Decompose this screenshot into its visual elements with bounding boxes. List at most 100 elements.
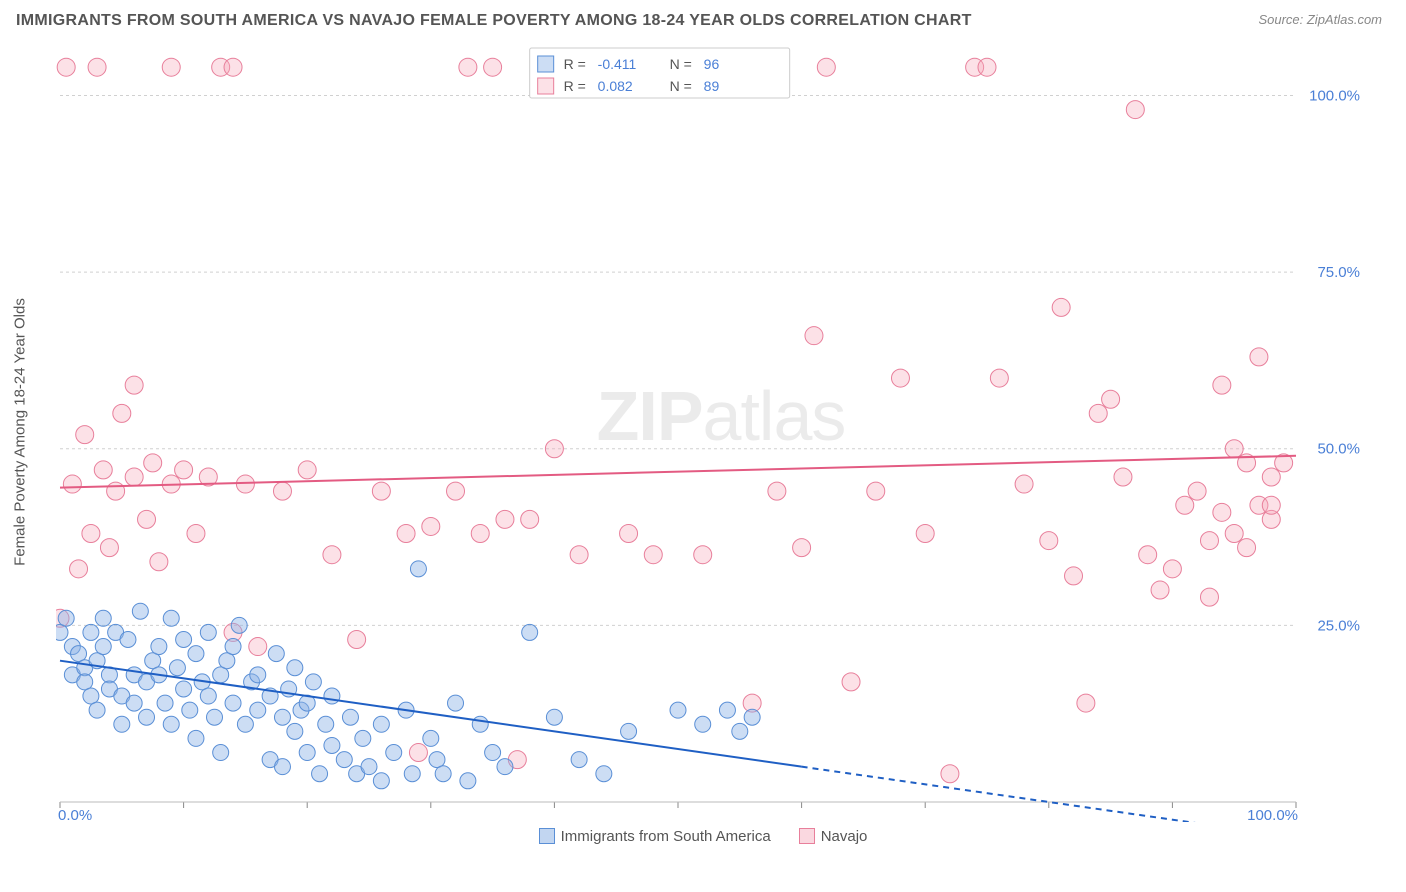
data-point xyxy=(1139,546,1157,564)
data-point xyxy=(70,560,88,578)
data-point xyxy=(83,688,99,704)
data-point xyxy=(941,765,959,783)
data-point xyxy=(312,766,328,782)
data-point xyxy=(817,58,835,76)
data-point xyxy=(249,638,267,656)
data-point xyxy=(373,716,389,732)
data-point xyxy=(1200,588,1218,606)
data-point xyxy=(471,525,489,543)
data-point xyxy=(1163,560,1181,578)
data-point xyxy=(545,440,563,458)
data-point xyxy=(373,773,389,789)
data-point xyxy=(273,482,291,500)
y-axis-label: Female Poverty Among 18-24 Year Olds xyxy=(12,298,29,566)
data-point xyxy=(188,730,204,746)
data-point xyxy=(318,716,334,732)
data-point xyxy=(250,667,266,683)
bottom-legend-label: Navajo xyxy=(821,828,868,845)
data-point xyxy=(571,752,587,768)
data-point xyxy=(188,646,204,662)
source-credit: Source: ZipAtlas.com xyxy=(1258,12,1382,27)
data-point xyxy=(1238,539,1256,557)
chart-title: IMMIGRANTS FROM SOUTH AMERICA VS NAVAJO … xyxy=(16,12,972,30)
data-point xyxy=(58,610,74,626)
legend-n-label: N = xyxy=(670,78,692,94)
data-point xyxy=(225,695,241,711)
data-point xyxy=(496,510,514,528)
data-point xyxy=(145,653,161,669)
y-tick-label: 75.0% xyxy=(1317,264,1360,281)
data-point xyxy=(299,745,315,761)
data-point xyxy=(435,766,451,782)
data-point xyxy=(1065,567,1083,585)
data-point xyxy=(268,646,284,662)
data-point xyxy=(342,709,358,725)
data-point xyxy=(237,716,253,732)
data-point xyxy=(88,58,106,76)
data-point xyxy=(695,716,711,732)
data-point xyxy=(768,482,786,500)
data-point xyxy=(126,695,142,711)
data-point xyxy=(1225,525,1243,543)
data-point xyxy=(1213,503,1231,521)
data-point xyxy=(150,553,168,571)
data-point xyxy=(176,681,192,697)
data-point xyxy=(324,688,340,704)
trend-line xyxy=(60,661,802,767)
data-point xyxy=(410,561,426,577)
data-point xyxy=(1262,496,1280,514)
data-point xyxy=(744,709,760,725)
data-point xyxy=(95,639,111,655)
data-point xyxy=(113,404,131,422)
data-point xyxy=(56,624,68,640)
bottom-legend-item: Navajo xyxy=(799,828,868,845)
data-point xyxy=(1250,348,1268,366)
data-point xyxy=(107,482,125,500)
data-point xyxy=(361,759,377,775)
chart-area: Female Poverty Among 18-24 Year Olds 25.… xyxy=(56,42,1386,822)
data-point xyxy=(1151,581,1169,599)
data-point xyxy=(200,688,216,704)
data-point xyxy=(83,624,99,640)
data-point xyxy=(1188,482,1206,500)
data-point xyxy=(732,723,748,739)
data-point xyxy=(355,730,371,746)
data-point xyxy=(213,745,229,761)
data-point xyxy=(596,766,612,782)
legend-swatch xyxy=(539,828,555,844)
data-point xyxy=(200,624,216,640)
bottom-legend-item: Immigrants from South America xyxy=(539,828,771,845)
data-point xyxy=(1126,101,1144,119)
trend-line-dash xyxy=(802,767,1296,822)
legend-swatch xyxy=(799,828,815,844)
data-point xyxy=(82,525,100,543)
data-point xyxy=(169,660,185,676)
data-point xyxy=(274,709,290,725)
data-point xyxy=(793,539,811,557)
data-point xyxy=(521,510,539,528)
legend-swatch xyxy=(538,78,554,94)
data-point xyxy=(125,376,143,394)
data-point xyxy=(409,744,427,762)
data-point xyxy=(842,673,860,691)
data-point xyxy=(522,624,538,640)
data-point xyxy=(1089,404,1107,422)
legend-swatch xyxy=(538,56,554,72)
header: IMMIGRANTS FROM SOUTH AMERICA VS NAVAJO … xyxy=(0,0,1406,38)
data-point xyxy=(323,546,341,564)
data-point xyxy=(298,461,316,479)
data-point xyxy=(916,525,934,543)
data-point xyxy=(213,667,229,683)
legend-n-label: N = xyxy=(670,56,692,72)
trend-line xyxy=(60,456,1296,488)
data-point xyxy=(163,716,179,732)
data-point xyxy=(76,426,94,444)
data-point xyxy=(422,517,440,535)
data-point xyxy=(132,603,148,619)
data-point xyxy=(1077,694,1095,712)
data-point xyxy=(978,58,996,76)
legend-r-value: 0.082 xyxy=(598,78,633,94)
data-point xyxy=(621,723,637,739)
data-point xyxy=(448,695,464,711)
bottom-legend: Immigrants from South America Navajo xyxy=(0,828,1406,845)
